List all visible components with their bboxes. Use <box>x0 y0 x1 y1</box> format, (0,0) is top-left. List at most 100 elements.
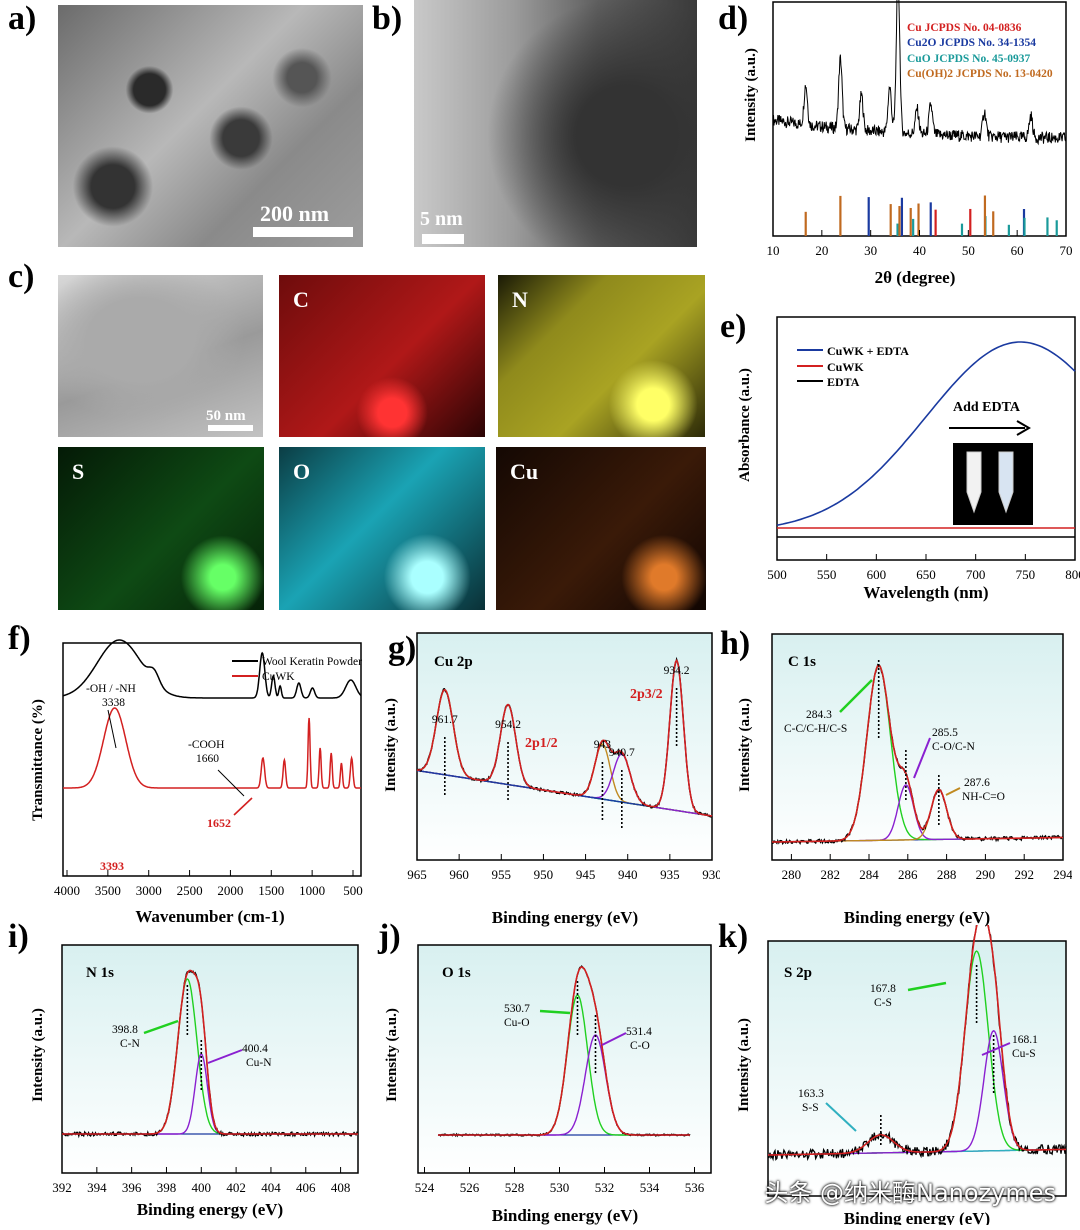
xps-s2p-chart: S 2p 167.8 C-S 168.1 Cu-S 163.3 S-S Bind… <box>736 925 1067 1225</box>
legend-cuwk: CuWK <box>262 671 295 683</box>
y-axis-label: Intensity (a.u.) <box>30 1008 46 1102</box>
x-tick-label: 550 <box>817 567 837 582</box>
peak-value-label: 943 <box>594 739 612 751</box>
legend-edta: EDTA <box>827 375 860 389</box>
xps-n1s-chart: 392 394 396 398 400 402 404 406 408 N 1s 398.8 C… <box>30 944 359 1219</box>
map-label: C <box>293 287 309 312</box>
map-label: Cu <box>510 459 539 484</box>
x-tick-label: 524 <box>415 1180 435 1195</box>
x-tick-label: 392 <box>52 1180 72 1195</box>
arrow-green <box>839 679 873 713</box>
x-axis-label: Binding energy (eV) <box>492 1206 638 1225</box>
x-tick-label: 536 <box>685 1180 705 1195</box>
reference-lines <box>804 195 1058 236</box>
x-tick-label: 402 <box>226 1180 246 1195</box>
peak-1633-assign: S-S <box>802 1102 819 1114</box>
annot-cu1-arrow <box>233 797 253 816</box>
x-tick-label: 288 <box>937 867 957 882</box>
peak-value-label: 961.7 <box>432 714 458 726</box>
chart-title: O 1s <box>442 965 471 981</box>
xrd-chart: 10 20 30 40 50 60 70 2θ (degree) Intensity (a.… <box>743 0 1073 287</box>
peak-1681-label: 168.1 <box>1012 1034 1038 1046</box>
peak-1678-assign: C-S <box>874 997 892 1009</box>
x-tick-label: 60 <box>1011 243 1024 258</box>
x-tick-label: 534 <box>640 1180 660 1195</box>
peak-530-label: 530.7 <box>504 1003 530 1015</box>
label-e: e) <box>720 308 747 345</box>
peak-400-assign: Cu-N <box>246 1057 272 1069</box>
label-j: j) <box>378 918 401 955</box>
vial-photo <box>953 443 1033 525</box>
scale-bar <box>422 234 464 244</box>
peak-531-label: 531.4 <box>626 1026 652 1038</box>
annotation-add-edta: Add EDTA <box>953 400 1021 415</box>
label-k: k) <box>718 918 749 955</box>
x-tick-label: 945 <box>576 867 596 882</box>
ftir-chart: 4000 3500 3000 2500 2000 1500 1000 500 Wool Ker… <box>30 639 363 926</box>
x-axis-label: Wavelength (nm) <box>863 583 988 602</box>
label-c: c) <box>8 258 35 295</box>
x-tick-label: 1500 <box>258 883 284 898</box>
eds-map-c: C <box>279 275 485 437</box>
label-i: i) <box>8 918 29 955</box>
label-g: g) <box>388 630 417 667</box>
x-ticks: 524 526 528 530 532 534 536 <box>415 1167 705 1195</box>
x-tick-label: 40 <box>913 243 926 258</box>
x-tick-label: 292 <box>1014 867 1033 882</box>
x-tick-label: 70 <box>1060 243 1073 258</box>
x-tick-label: 960 <box>449 867 469 882</box>
x-ticks: 4000 3500 3000 2500 2000 1500 1000 500 <box>54 870 363 898</box>
annot-cu1: 1652 <box>207 816 231 830</box>
peak-1681-assign: Cu-S <box>1012 1048 1036 1060</box>
peak-400-label: 400.4 <box>242 1043 268 1055</box>
label-a: a) <box>8 0 37 37</box>
hrtem-image-b: 5 nm <box>414 0 697 247</box>
x-tick-label: 750 <box>1016 567 1036 582</box>
x-tick-label: 286 <box>898 867 918 882</box>
legend-cuo: CuO JCPDS No. 45-0937 <box>907 53 1031 65</box>
series-cuwk <box>63 707 361 789</box>
peak-285-assign: C-O/C-N <box>932 741 976 753</box>
x-axis-label: Binding energy (eV) <box>844 908 990 927</box>
eds-map-o: O <box>279 447 485 610</box>
x-tick-label: 600 <box>867 567 887 582</box>
y-axis-label: Intensity (a.u.) <box>384 1008 400 1102</box>
x-tick-label: 398 <box>157 1180 177 1195</box>
x-ticks: 10 20 30 40 50 60 70 <box>767 230 1073 258</box>
peak-285-label: 285.5 <box>932 727 958 739</box>
scale-label: 200 nm <box>260 201 330 226</box>
peak-284-label: 284.3 <box>806 709 832 721</box>
map-label: S <box>72 459 85 484</box>
envelope-fit <box>62 969 358 1135</box>
tem-image-a: 200 nm <box>58 5 363 247</box>
x-tick-label: 394 <box>87 1180 107 1195</box>
x-ticks: 280 282 284 286 288 290 292 294 <box>782 854 1072 882</box>
x-tick-label: 930 <box>702 867 720 882</box>
x-tick-label: 526 <box>460 1180 480 1195</box>
arrow-green <box>539 1009 571 1015</box>
eds-map-s: S <box>58 447 264 610</box>
vial-2 <box>998 451 1014 514</box>
x-tick-label: 20 <box>815 243 828 258</box>
arrow-green <box>907 981 947 992</box>
xrd-pattern-line <box>772 0 1067 146</box>
arrow-cyan <box>825 1102 857 1132</box>
arrow-purple <box>913 737 931 779</box>
arrow-purple <box>207 1049 243 1064</box>
assign-2p12: 2p1/2 <box>525 736 558 751</box>
x-tick-label: 290 <box>976 867 996 882</box>
legend-cuwk-edta: CuWK + EDTA <box>827 344 909 358</box>
x-ticks: 392 394 396 398 400 402 404 406 408 <box>52 1167 350 1195</box>
annot-cooh: -COOH <box>188 739 224 751</box>
x-tick-label: 500 <box>767 567 787 582</box>
peak-value-label: 934.2 <box>664 665 690 677</box>
y-axis-label: Intensity (a.u.) <box>383 698 399 792</box>
peak-284-assign: C-C/C-H/C-S <box>784 723 847 735</box>
scale-bar <box>253 227 353 237</box>
x-tick-label: 282 <box>820 867 840 882</box>
x-tick-label: 3000 <box>136 883 162 898</box>
x-axis-label: Wavenumber (cm-1) <box>135 907 284 926</box>
envelope-fit <box>768 925 1066 1156</box>
peak-287-assign: NH-C=O <box>962 791 1005 803</box>
annot-oh-val: 3338 <box>102 697 125 709</box>
